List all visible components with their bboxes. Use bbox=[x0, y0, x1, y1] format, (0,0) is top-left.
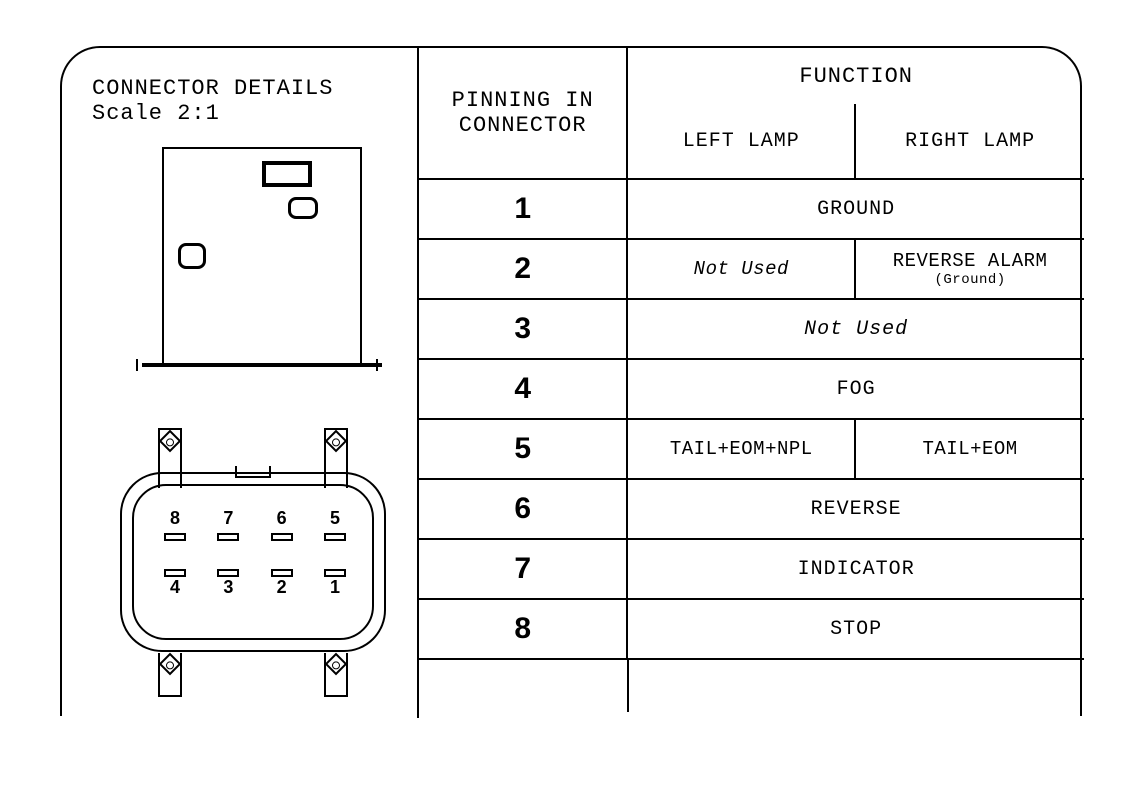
table-row: 8 STOP bbox=[419, 598, 1084, 658]
pin-label: 5 bbox=[316, 508, 354, 529]
table-row: 1 GROUND bbox=[419, 178, 1084, 238]
cell-function: INDICATOR bbox=[628, 540, 1084, 598]
table-row: 3 Not Used bbox=[419, 298, 1084, 358]
indicator-small-oval bbox=[288, 197, 318, 219]
baseplate-left-stub bbox=[136, 359, 142, 371]
pin-label: 8 bbox=[156, 508, 194, 529]
header-function: FUNCTION LEFT LAMP RIGHT LAMP bbox=[628, 48, 1084, 178]
left-panel: CONNECTOR DETAILS Scale 2:1 8 7 6 bbox=[62, 48, 417, 718]
cell-pin: 5 bbox=[419, 420, 628, 478]
hex-nut-icon bbox=[159, 430, 182, 453]
cell-left-lamp: TAIL+EOM+NPL bbox=[628, 420, 856, 478]
cell-pin: 2 bbox=[419, 240, 628, 298]
header-function-label: FUNCTION bbox=[628, 48, 1084, 104]
header-pinning: PINNING IN CONNECTOR bbox=[419, 48, 628, 178]
cell-pin: 1 bbox=[419, 180, 628, 238]
pin-label-row-bottom: 4 3 2 1 bbox=[156, 577, 354, 598]
indicator-rectangle bbox=[262, 161, 312, 187]
pin-label: 3 bbox=[209, 577, 247, 598]
indicator-left-oval bbox=[178, 243, 206, 269]
cell-pin: 8 bbox=[419, 600, 628, 658]
table-row: 7 INDICATOR bbox=[419, 538, 1084, 598]
pin-slot-icon bbox=[271, 533, 293, 541]
hex-nut-icon bbox=[325, 653, 348, 676]
pin-slot-icon bbox=[217, 569, 239, 577]
pin-slot-icon bbox=[164, 569, 186, 577]
header-right-lamp: RIGHT LAMP bbox=[856, 104, 1084, 178]
cell-pin-empty bbox=[419, 660, 629, 712]
diagram-frame: CONNECTOR DETAILS Scale 2:1 8 7 6 bbox=[60, 46, 1082, 716]
table-row: 5 TAIL+EOM+NPL TAIL+EOM bbox=[419, 418, 1084, 478]
cell-pin: 3 bbox=[419, 300, 628, 358]
table-row-empty bbox=[419, 658, 1084, 712]
cell-function: Not Used bbox=[628, 300, 1084, 358]
cell-right-lamp-main: REVERSE ALARM bbox=[893, 250, 1048, 272]
connector-side-view bbox=[142, 143, 352, 373]
pin-slot-row-bottom bbox=[156, 569, 354, 577]
pin-slot-row-top bbox=[156, 533, 354, 541]
cell-function: GROUND bbox=[628, 180, 1084, 238]
pinout-table: PINNING IN CONNECTOR FUNCTION LEFT LAMP … bbox=[417, 48, 1084, 718]
header-pinning-label: PINNING IN CONNECTOR bbox=[452, 88, 594, 138]
cell-function: FOG bbox=[628, 360, 1084, 418]
mount-tab-bottom-right bbox=[324, 653, 348, 697]
cell-left-lamp: Not Used bbox=[628, 240, 856, 298]
pin-label-row-top: 8 7 6 5 bbox=[156, 508, 354, 529]
cell-function: REVERSE bbox=[628, 480, 1084, 538]
pin-slot-icon bbox=[324, 533, 346, 541]
cell-pin: 4 bbox=[419, 360, 628, 418]
baseplate-line bbox=[142, 363, 382, 367]
pin-label: 7 bbox=[209, 508, 247, 529]
table-row: 4 FOG bbox=[419, 358, 1084, 418]
cell-right-lamp-sub: (Ground) bbox=[934, 272, 1005, 288]
pin-grid: 8 7 6 5 4 bbox=[156, 508, 354, 602]
pin-slot-icon bbox=[324, 569, 346, 577]
cell-right-lamp: REVERSE ALARM (Ground) bbox=[856, 240, 1084, 298]
pin-slot-icon bbox=[217, 533, 239, 541]
cell-right-lamp: TAIL+EOM bbox=[856, 420, 1084, 478]
hex-nut-icon bbox=[325, 430, 348, 453]
cell-function: STOP bbox=[628, 600, 1084, 658]
connector-face-view: 8 7 6 5 4 bbox=[120, 428, 386, 703]
baseplate-right-stub bbox=[372, 359, 378, 371]
pin-slot-icon bbox=[164, 533, 186, 541]
cell-pin: 6 bbox=[419, 480, 628, 538]
mount-tab-bottom-left bbox=[158, 653, 182, 697]
hex-nut-icon bbox=[159, 653, 182, 676]
header-function-sub: LEFT LAMP RIGHT LAMP bbox=[628, 104, 1084, 178]
pin-slot-icon bbox=[271, 569, 293, 577]
table-row: 6 REVERSE bbox=[419, 478, 1084, 538]
cell-pin: 7 bbox=[419, 540, 628, 598]
pin-label: 4 bbox=[156, 577, 194, 598]
diagram-title: CONNECTOR DETAILS Scale 2:1 bbox=[92, 76, 417, 126]
table-row: 2 Not Used REVERSE ALARM (Ground) bbox=[419, 238, 1084, 298]
pin-label: 1 bbox=[316, 577, 354, 598]
pin-label: 6 bbox=[263, 508, 301, 529]
table-header: PINNING IN CONNECTOR FUNCTION LEFT LAMP … bbox=[419, 48, 1084, 178]
header-left-lamp: LEFT LAMP bbox=[628, 104, 856, 178]
pin-label: 2 bbox=[263, 577, 301, 598]
